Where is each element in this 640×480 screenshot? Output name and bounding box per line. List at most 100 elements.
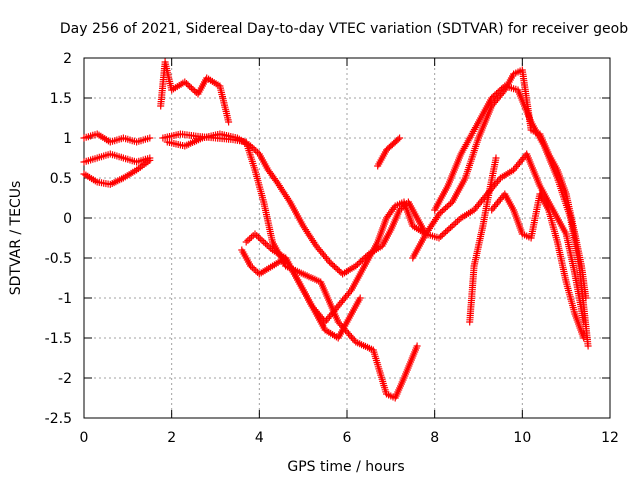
data-point	[489, 93, 497, 100]
y-tick-label: -1	[58, 291, 72, 307]
data-point	[327, 260, 335, 267]
data-point	[184, 81, 192, 89]
data-point	[447, 224, 455, 231]
data-point	[496, 87, 504, 94]
data-point	[438, 207, 446, 215]
series-track-6	[163, 130, 430, 278]
data-point	[491, 91, 499, 99]
data-point	[315, 246, 323, 254]
data-point	[225, 118, 233, 126]
data-point	[518, 155, 526, 163]
y-tick-label: 2	[63, 51, 72, 67]
data-point	[247, 142, 255, 150]
data-point	[181, 78, 189, 86]
data-point	[332, 264, 340, 272]
data-point	[442, 228, 450, 236]
data-point	[440, 230, 448, 237]
data-point	[437, 209, 445, 216]
data-point	[183, 80, 190, 87]
data-point	[326, 258, 333, 266]
data-point	[435, 234, 443, 242]
data-point	[263, 241, 271, 249]
series-track-5	[159, 130, 421, 402]
data-point	[250, 265, 258, 273]
data-point	[265, 243, 273, 251]
x-tick-label: 10	[513, 430, 531, 446]
series-track-2	[80, 150, 154, 166]
x-tick-label: 2	[167, 430, 176, 446]
data-point	[357, 258, 365, 265]
data-point	[445, 201, 453, 209]
x-tick-label: 4	[255, 430, 264, 446]
data-point	[443, 227, 451, 234]
grid-lines	[84, 58, 610, 418]
data-point	[353, 261, 361, 268]
series-track-9	[374, 134, 404, 170]
data-point	[440, 206, 448, 213]
data-point	[442, 204, 450, 212]
data-point	[244, 236, 252, 244]
data-point	[187, 84, 195, 92]
data-point	[242, 238, 250, 246]
axis-ticks: 0 2 4 6 8 10 12 -2.5 -2 -1.5 -1 -0.5 0 0.5 1 1.5 2	[45, 51, 619, 446]
data-point	[580, 334, 588, 342]
data-point	[262, 240, 269, 248]
data-point	[452, 219, 460, 227]
series-track-8	[238, 246, 364, 342]
y-tick-label: -1.5	[45, 331, 72, 347]
data-point	[499, 84, 507, 91]
data-point	[335, 267, 343, 275]
data-point	[355, 259, 363, 267]
data-point	[437, 233, 445, 240]
data-point	[488, 94, 496, 102]
data-point	[246, 235, 254, 243]
data-point	[334, 266, 342, 273]
data-point	[445, 225, 453, 233]
y-tick-label: 0.5	[50, 171, 72, 187]
data-point	[189, 86, 197, 93]
data-point	[330, 263, 338, 270]
y-tick-label: -0.5	[45, 251, 72, 267]
data-point	[250, 145, 258, 153]
data-point	[396, 134, 404, 142]
y-tick-label: 1.5	[50, 91, 72, 107]
series-track-11	[431, 82, 592, 350]
data-point	[584, 342, 592, 350]
data-point	[435, 210, 443, 218]
x-tick-label: 0	[80, 430, 89, 446]
chart-title: Day 256 of 2021, Sidereal Day-to-day VTE…	[60, 21, 628, 37]
data-point	[349, 335, 357, 343]
series-track-1	[80, 130, 154, 146]
data-point	[251, 230, 259, 238]
series-track-4	[157, 58, 233, 126]
series-track-12	[466, 154, 500, 326]
data-point	[492, 154, 500, 162]
data-point	[256, 235, 264, 243]
data-point	[438, 231, 446, 239]
data-point	[356, 294, 364, 302]
data-point	[258, 236, 266, 244]
data-point	[146, 156, 154, 164]
y-tick-label: 0	[63, 211, 72, 227]
y-tick-label: -2	[58, 371, 72, 387]
x-tick-label: 6	[343, 430, 352, 446]
data-point	[329, 261, 337, 269]
data-point	[247, 262, 255, 270]
data-point	[191, 87, 199, 95]
x-axis-label: GPS time / hours	[287, 459, 404, 475]
data-point	[498, 85, 505, 93]
data-point	[450, 220, 458, 228]
data-point	[186, 83, 194, 90]
data-point	[254, 148, 262, 156]
y-tick-label: -2.5	[45, 411, 72, 427]
data-point	[394, 135, 402, 143]
data-point	[493, 90, 501, 97]
data-point	[494, 88, 502, 96]
series-track-7	[242, 150, 588, 326]
series-track-3	[80, 156, 154, 188]
y-axis-label: SDTVAR / TECUs	[8, 181, 24, 296]
data-point	[454, 217, 461, 225]
x-tick-label: 12	[601, 430, 619, 446]
data-point	[352, 262, 360, 270]
